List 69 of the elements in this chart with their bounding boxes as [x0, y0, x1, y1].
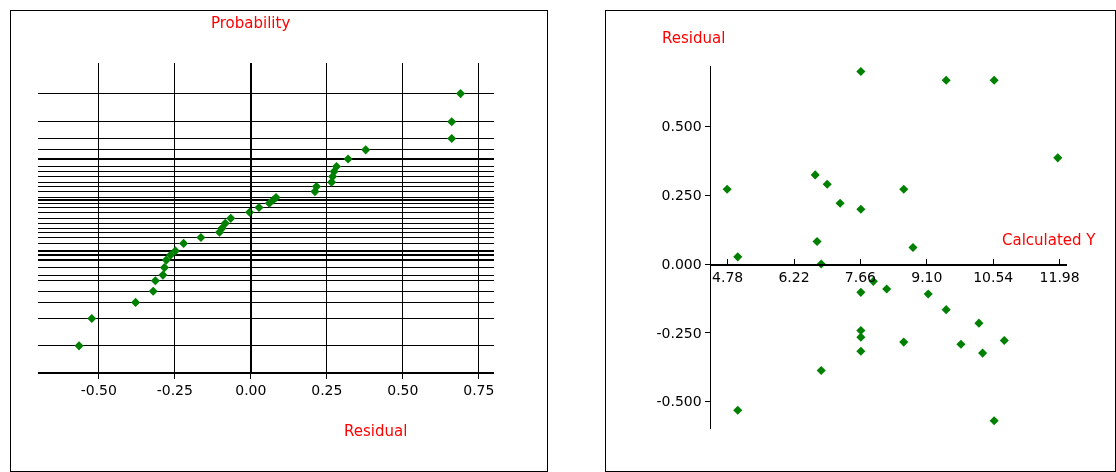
point — [343, 154, 353, 164]
point — [856, 287, 866, 297]
x-tick-label: 0.75 — [463, 382, 495, 399]
point — [941, 305, 951, 315]
point — [226, 213, 236, 223]
point — [956, 339, 966, 349]
point — [158, 270, 168, 280]
x-tick-label: 10.54 — [973, 269, 1014, 286]
point — [810, 170, 820, 180]
x-tick-label: 0.25 — [311, 382, 343, 399]
x-tick-label: -0.50 — [80, 382, 117, 399]
point — [170, 246, 180, 256]
point — [908, 242, 918, 253]
point — [856, 346, 866, 356]
point — [74, 341, 84, 351]
point — [882, 284, 892, 294]
point — [87, 314, 97, 324]
point — [447, 133, 457, 143]
x-tick-label: 11.98 — [1039, 269, 1080, 286]
point — [733, 405, 743, 415]
y-tick-label: 0.250 — [661, 187, 702, 204]
point — [974, 318, 984, 328]
y-tick-label: 0.500 — [661, 118, 702, 135]
point — [254, 202, 264, 213]
x-tick-label: 4.78 — [712, 269, 744, 286]
point — [923, 289, 933, 299]
point — [812, 236, 822, 246]
point — [150, 276, 160, 286]
point — [179, 238, 189, 248]
point — [989, 75, 999, 85]
point — [361, 145, 371, 155]
point — [161, 255, 171, 265]
x-tick-label: 6.22 — [778, 269, 810, 286]
point — [456, 89, 466, 99]
point — [447, 117, 457, 127]
x-tick-label: 0.00 — [235, 382, 267, 399]
point — [159, 263, 170, 273]
point — [733, 252, 743, 262]
point — [196, 232, 206, 243]
point — [835, 198, 845, 208]
y-axis-title: Probability — [211, 14, 291, 32]
x-axis-title: Calculated Y — [1002, 231, 1097, 249]
point — [899, 184, 909, 194]
point — [989, 416, 999, 426]
point — [131, 297, 141, 307]
y-axis-title: Residual — [662, 29, 726, 47]
x-tick-label: 7.66 — [844, 269, 877, 286]
point — [978, 348, 988, 358]
point — [331, 162, 342, 172]
point — [148, 286, 158, 296]
point — [165, 250, 176, 260]
point — [722, 184, 732, 194]
x-axis-title: Residual — [344, 422, 408, 440]
point — [220, 218, 230, 228]
point — [999, 335, 1009, 345]
point — [816, 365, 826, 375]
point — [856, 204, 866, 214]
y-tick-label: 0.000 — [661, 255, 702, 272]
x-tick-label: 0.50 — [387, 382, 419, 399]
point — [1053, 153, 1063, 163]
point — [856, 332, 866, 342]
x-tick-label: -0.25 — [156, 382, 193, 399]
point — [822, 179, 832, 189]
point — [899, 337, 909, 347]
point — [941, 75, 951, 85]
y-tick-label: -0.250 — [656, 324, 702, 341]
y-tick-label: -0.500 — [656, 393, 702, 410]
x-tick-label: 9.10 — [911, 269, 943, 286]
point — [856, 66, 866, 77]
